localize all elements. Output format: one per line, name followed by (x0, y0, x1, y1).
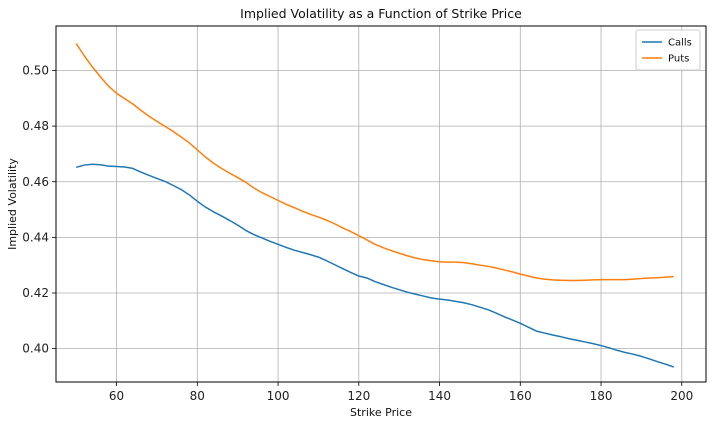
series-layer (75, 43, 674, 368)
x-tick-label: 140 (428, 389, 451, 403)
x-tick-label: 160 (509, 389, 532, 403)
chart-title: Implied Volatility as a Function of Stri… (240, 6, 522, 21)
x-tick-label: 100 (267, 389, 290, 403)
grid (56, 26, 706, 382)
legend-box (635, 29, 701, 71)
x-axis-label: Strike Price (350, 406, 412, 419)
plot-frame (55, 25, 707, 383)
y-tick-label: 0.44 (22, 230, 49, 244)
y-tick-label: 0.40 (22, 342, 49, 356)
legend-label: Calls (668, 38, 692, 49)
y-tick-label: 0.50 (22, 64, 49, 78)
series-line-calls (75, 163, 674, 368)
x-tick-label: 60 (109, 389, 124, 403)
axis-ticks: 60 80 100 120 140 160 180 200 0.40 0.42 0.44 0.46 0.… (22, 64, 693, 404)
legend-label: Puts (668, 54, 689, 65)
legend: Calls Puts (635, 29, 701, 71)
y-axis-label: Implied Volatility (6, 158, 19, 250)
series-line-puts (75, 43, 674, 282)
x-tick-label: 200 (670, 389, 693, 403)
x-tick-label: 180 (590, 389, 613, 403)
y-tick-label: 0.46 (22, 175, 49, 189)
x-tick-label: 80 (190, 389, 205, 403)
x-tick-label: 120 (347, 389, 370, 403)
y-tick-label: 0.48 (22, 119, 49, 133)
y-tick-label: 0.42 (22, 286, 49, 300)
